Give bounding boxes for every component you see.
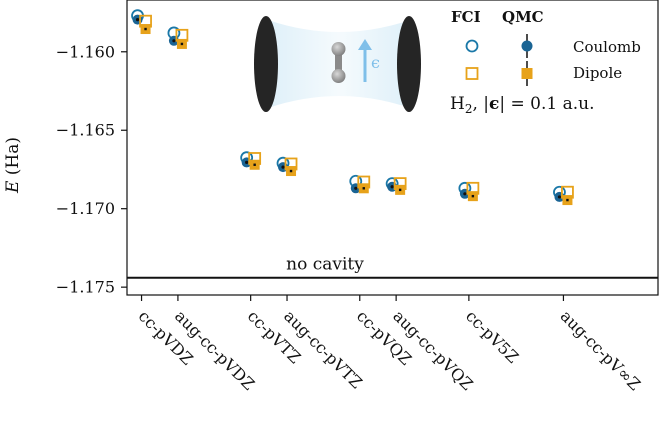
- legend-marker-fci-coulomb: [465, 39, 479, 53]
- qmc-coulomb-point-errorbar: [354, 186, 358, 190]
- cavity-mirror-right: [397, 16, 421, 112]
- legend-marker-qmc-dipole: [521, 68, 533, 79]
- plot-frame: [126, 0, 659, 296]
- y-tick-label: −1.165: [56, 121, 115, 140]
- legend-annotation: H2, |ϵ| = 0.1 a.u.: [450, 94, 595, 116]
- qmc-coulomb-point-errorbar: [281, 165, 285, 169]
- x-tick-label: cc-pV5Z: [462, 306, 522, 366]
- legend-label-dipole: Dipole: [573, 64, 622, 82]
- no-cavity-label: no cavity: [286, 255, 364, 275]
- y-tick-label: −1.175: [56, 278, 115, 297]
- qmc-coulomb-point-errorbar: [135, 18, 140, 22]
- y-axis-title: E (Ha): [3, 137, 23, 194]
- y-axis: −1.160 −1.165 −1.170 −1.175: [56, 42, 127, 297]
- legend-label-coulomb: Coulomb: [573, 38, 641, 56]
- h2-bond: [335, 50, 342, 74]
- qmc-coulomb-point-errorbar: [390, 185, 394, 189]
- legend-header-qmc: QMC: [502, 8, 544, 26]
- qmc-dipole-point-errorbar: [362, 187, 365, 190]
- qmc-coulomb-point-errorbar: [463, 192, 467, 196]
- y-tick-label: −1.170: [56, 199, 115, 218]
- field-epsilon: ϵ: [371, 53, 380, 72]
- qmc-dipole-point-errorbar: [253, 163, 256, 166]
- qmc-dipole-point-errorbar: [566, 198, 569, 202]
- field-arrow-icon: [358, 39, 372, 50]
- x-tick-label: aug-cc-pV∞Z: [557, 306, 645, 394]
- y-tick-label: −1.160: [56, 42, 115, 61]
- h2-atom-bottom: [331, 69, 346, 83]
- qmc-dipole-point-errorbar: [144, 27, 147, 31]
- data-points: [131, 9, 574, 206]
- legend-header-fci: FCI: [451, 8, 481, 26]
- qmc-dipole-point-errorbar: [398, 188, 402, 192]
- qmc-dipole-point-errorbar: [180, 42, 184, 46]
- legend-marker-fci-dipole: [465, 67, 479, 80]
- legend: FCI QMC Coulomb Dipole H2, |ϵ| = 0.1 a.u…: [450, 8, 641, 116]
- legend-marker-qmc-coulomb: [521, 40, 533, 52]
- qmc-coulomb-point-errorbar: [557, 195, 562, 199]
- qmc-dipole-point-errorbar: [471, 194, 475, 198]
- x-axis: cc-pVDZaug-cc-pVDZcc-pVTZaug-cc-pVTZcc-p…: [135, 295, 645, 394]
- h2-atom-top: [331, 42, 346, 56]
- cavity-mirror-left: [254, 16, 278, 112]
- qmc-coulomb-point-errorbar: [245, 160, 249, 165]
- qmc-dipole-point-errorbar: [289, 169, 293, 173]
- qmc-coulomb-point-errorbar: [172, 39, 176, 43]
- cavity-illustration: ϵ: [254, 16, 421, 112]
